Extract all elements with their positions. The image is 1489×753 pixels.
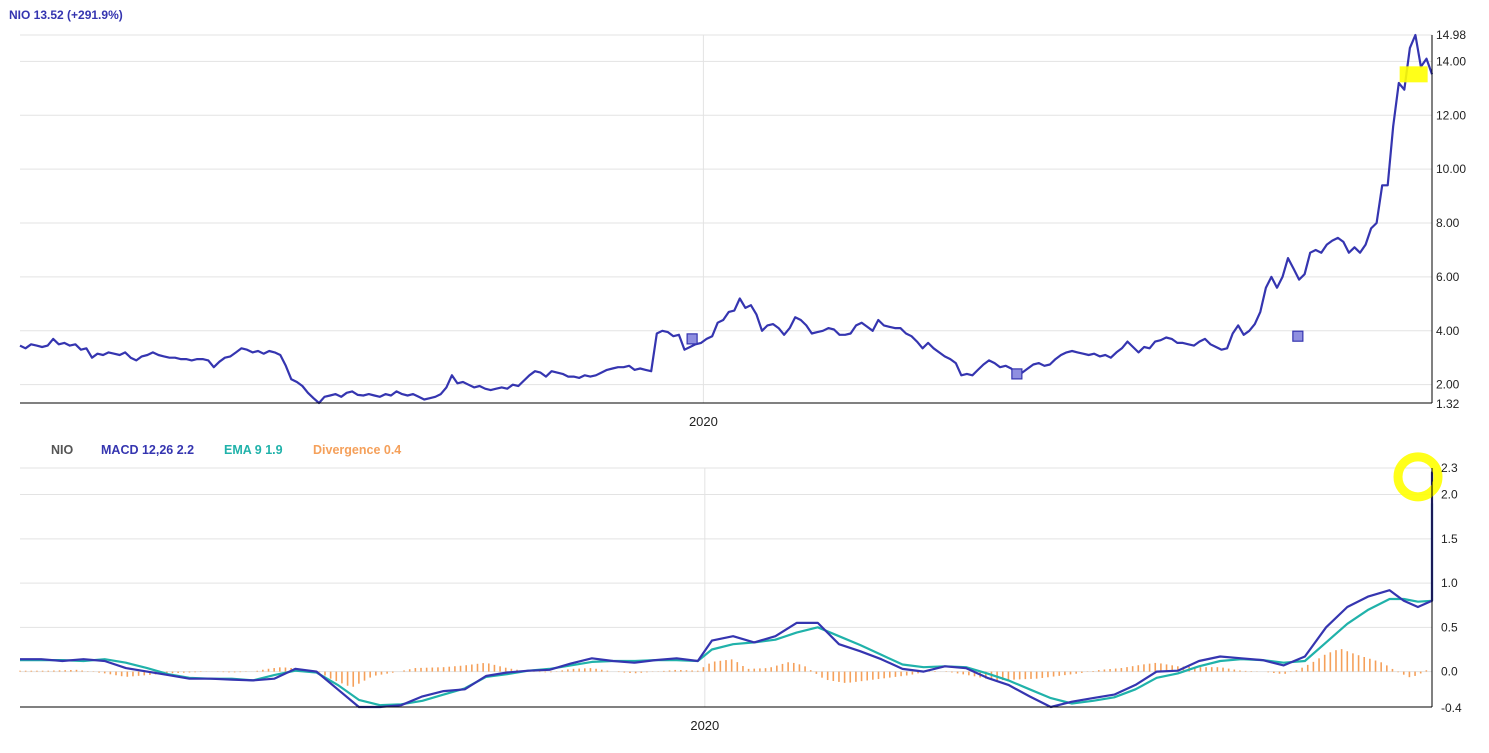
macd-ytick-label: 0.0 xyxy=(1441,665,1458,679)
macd-xtick-label: 2020 xyxy=(690,718,719,733)
macd-line xyxy=(20,471,1434,709)
event-marker xyxy=(686,333,698,345)
price-ytick-label: 10.00 xyxy=(1436,162,1466,176)
macd-ytick-label: 1.5 xyxy=(1441,532,1458,546)
legend-entry: EMA 9 1.9 xyxy=(224,443,283,457)
highlight-mark xyxy=(1393,452,1443,502)
legend-entry: NIO xyxy=(51,443,74,457)
price-line xyxy=(19,33,1434,405)
price-xtick-label: 2020 xyxy=(689,414,718,429)
price-ytick-label: 2.00 xyxy=(1436,378,1460,392)
macd-ytick-label: 1.0 xyxy=(1441,576,1458,590)
macd-ytick-label: 0.5 xyxy=(1441,620,1458,634)
event-marker xyxy=(1011,368,1023,380)
price-ytick-label: 8.00 xyxy=(1436,216,1460,230)
macd-legend: NIO MACD 12,26 2.2 EMA 9 1.9 Divergence 0.4 xyxy=(51,443,401,457)
price-ytick-label: 12.00 xyxy=(1436,108,1466,122)
legend-entry: Divergence 0.4 xyxy=(313,443,401,457)
price-ytick-label: 14.00 xyxy=(1436,54,1466,68)
price-ytick-label: 6.00 xyxy=(1436,270,1460,284)
price-panel: 2.00 4.00 6.00 8.00 10.00 12.00 14.00 14.98 1.32… xyxy=(9,8,1466,429)
macd-ytick-label: 2.0 xyxy=(1441,488,1458,502)
price-ytick-label: 4.00 xyxy=(1436,324,1460,338)
macd-panel: 0.0 0.5 1.0 1.5 2.0 2.3 -0.4 2020 NIO MACD 12,2… xyxy=(19,443,1462,733)
macd-ymin-label: -0.4 xyxy=(1441,701,1462,715)
highlight-mark xyxy=(1399,66,1428,83)
event-marker xyxy=(1292,330,1304,342)
price-ymax-label: 14.98 xyxy=(1436,28,1466,42)
ema-line xyxy=(20,503,1434,707)
price-ymin-label: 1.32 xyxy=(1436,397,1460,411)
macd-ymax-label: 2.3 xyxy=(1441,461,1458,475)
price-title: NIO 13.52 (+291.9%) xyxy=(9,8,123,22)
legend-entry: MACD 12,26 2.2 xyxy=(101,443,194,457)
